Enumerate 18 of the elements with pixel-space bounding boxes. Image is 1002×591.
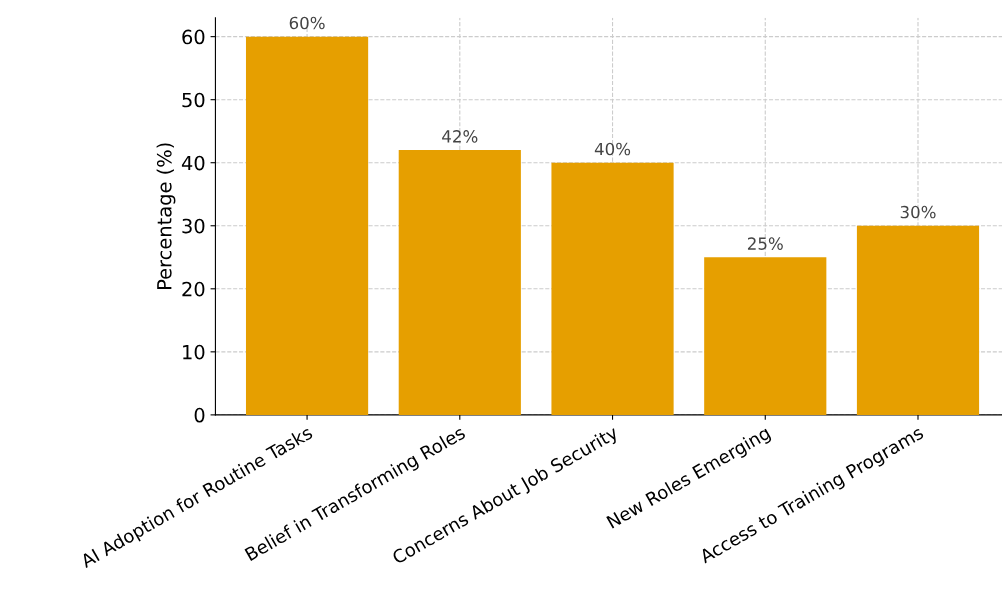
data-label: 30% — [900, 205, 936, 219]
y-tick-label: 0 — [194, 407, 205, 423]
bar — [856, 225, 980, 415]
y-tick-label: 10 — [183, 344, 205, 360]
y-tick-label: 20 — [182, 281, 205, 297]
bar — [704, 257, 827, 415]
data-label: 60% — [289, 16, 325, 30]
data-label: 42% — [442, 130, 478, 143]
data-label: 25% — [747, 237, 783, 250]
bar — [398, 150, 521, 415]
bar — [245, 36, 369, 415]
y-tick-label: 50 — [182, 92, 205, 108]
bar — [551, 162, 674, 415]
data-label: 40% — [594, 142, 631, 156]
y-tick-label: 30 — [182, 218, 205, 234]
y-tick-label: 40 — [181, 155, 205, 171]
y-axis-title: Percentage (%) — [156, 143, 176, 289]
y-tick-label: 60 — [182, 29, 205, 45]
